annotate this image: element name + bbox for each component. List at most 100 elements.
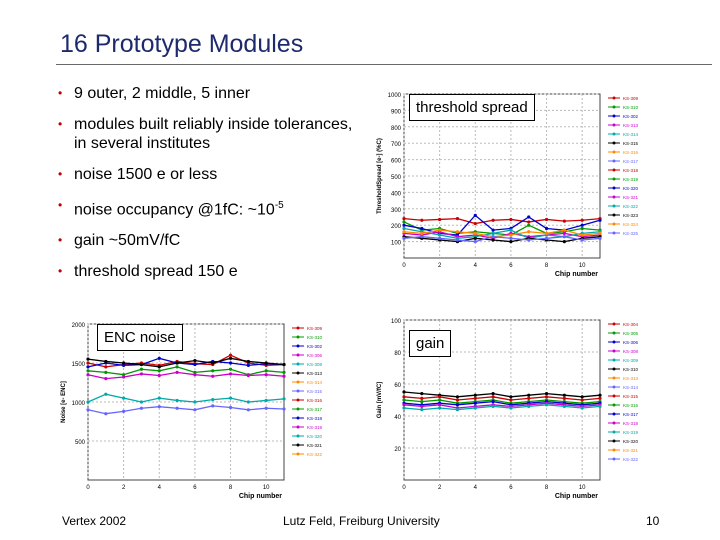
data-point (491, 218, 495, 222)
data-point (211, 398, 215, 402)
legend-marker (612, 186, 616, 190)
data-point (104, 377, 108, 381)
data-point (402, 226, 406, 231)
legend-marker (296, 434, 300, 438)
series-line (403, 217, 601, 225)
data-point (157, 396, 161, 400)
data-point (438, 403, 442, 407)
legend-label: KS-317 (623, 412, 639, 417)
data-point (282, 407, 286, 411)
legend-marker (612, 213, 616, 217)
legend-marker (612, 439, 616, 443)
data-point (264, 361, 268, 365)
slide-title: 16 Prototype Modules (60, 30, 304, 58)
y-tick-label: 2000 (72, 323, 86, 329)
series-line (403, 236, 601, 243)
y-tick-label: 700 (391, 142, 402, 148)
data-point (562, 219, 566, 223)
y-axis-label: Gain [mV/fC] (377, 382, 383, 418)
data-point (175, 398, 179, 403)
legend-label: KS-310 (623, 367, 639, 372)
series-line (403, 227, 601, 239)
data-point (228, 396, 233, 400)
data-point (598, 393, 602, 397)
legend-marker (612, 150, 616, 154)
data-point (509, 228, 513, 232)
legend-label: KS-314 (307, 380, 323, 385)
x-tick-label: 0 (402, 263, 406, 269)
data-point (580, 398, 584, 402)
data-point (420, 226, 424, 231)
data-point (580, 223, 584, 227)
y-tick-label: 300 (391, 208, 402, 214)
legend-label: KS-306 (623, 340, 639, 345)
legend-label: KS-319 (623, 430, 639, 435)
bullet-item: • noise 1500 e or less (58, 166, 218, 183)
data-point (544, 217, 549, 222)
y-tick-label: 500 (75, 440, 86, 446)
data-point (420, 400, 424, 404)
y-tick-label: 1000 (388, 93, 402, 99)
x-tick-label: 6 (193, 485, 197, 491)
data-point (402, 395, 406, 399)
series-line (87, 357, 285, 368)
data-point (562, 404, 566, 408)
data-point (139, 372, 144, 376)
x-tick-label: 4 (474, 485, 478, 491)
data-point (562, 231, 566, 235)
data-point (527, 223, 531, 227)
data-point (122, 373, 126, 377)
data-point (455, 408, 460, 412)
legend-marker (612, 376, 616, 380)
data-point (86, 373, 90, 377)
threshold-chart: 100 200 300 400 500 600 700 800 900 1000 0 2 4 6 8 10 Ch… (377, 93, 639, 278)
data-point (402, 390, 406, 394)
legend-marker (296, 425, 300, 429)
x-axis-label: Chip number (239, 493, 282, 500)
data-point (473, 221, 477, 226)
bullet-item: • 9 outer, 2 middle, 5 inner (58, 85, 251, 102)
series-line (403, 402, 601, 409)
y-tick-label: 1500 (72, 362, 86, 368)
x-tick-label: 10 (263, 485, 270, 491)
data-point (455, 238, 460, 242)
data-point (246, 359, 250, 364)
x-tick-label: 0 (402, 485, 406, 491)
data-point (438, 217, 442, 222)
data-point (175, 361, 179, 365)
legend-label: KS-310 (623, 105, 639, 110)
legend-marker (612, 430, 616, 434)
data-point (598, 404, 602, 408)
noise-plot: 500 1000 1500 2000 0 2 4 6 8 10 Chip number Noise [… (56, 316, 352, 504)
data-point (509, 236, 513, 240)
legend-marker (612, 177, 616, 181)
data-point (438, 228, 442, 232)
data-point (264, 398, 268, 403)
bullet-list: • 9 outer, 2 middle, 5 inner • modules bui… (58, 84, 358, 291)
data-point (544, 236, 549, 240)
data-point (491, 228, 495, 232)
data-point (104, 392, 108, 396)
data-point (420, 396, 424, 400)
legend-marker (612, 349, 616, 353)
data-point (491, 404, 495, 408)
data-point (122, 375, 126, 379)
data-point (473, 396, 477, 400)
legend-marker (612, 367, 616, 371)
legend-marker (296, 353, 300, 357)
data-point (122, 363, 126, 367)
data-point (175, 406, 179, 410)
legend-label: KS-321 (623, 195, 639, 200)
data-point (527, 393, 531, 397)
data-point (211, 369, 215, 373)
data-point (157, 369, 161, 373)
data-point (157, 365, 161, 369)
bullet-dot-icon: • (58, 167, 63, 181)
data-point (438, 398, 442, 402)
data-point (402, 406, 406, 410)
data-point (402, 217, 406, 221)
data-point (438, 406, 442, 410)
x-tick-label: 6 (509, 485, 513, 491)
data-point (175, 370, 179, 374)
legend-label: KS-318 (307, 416, 323, 421)
